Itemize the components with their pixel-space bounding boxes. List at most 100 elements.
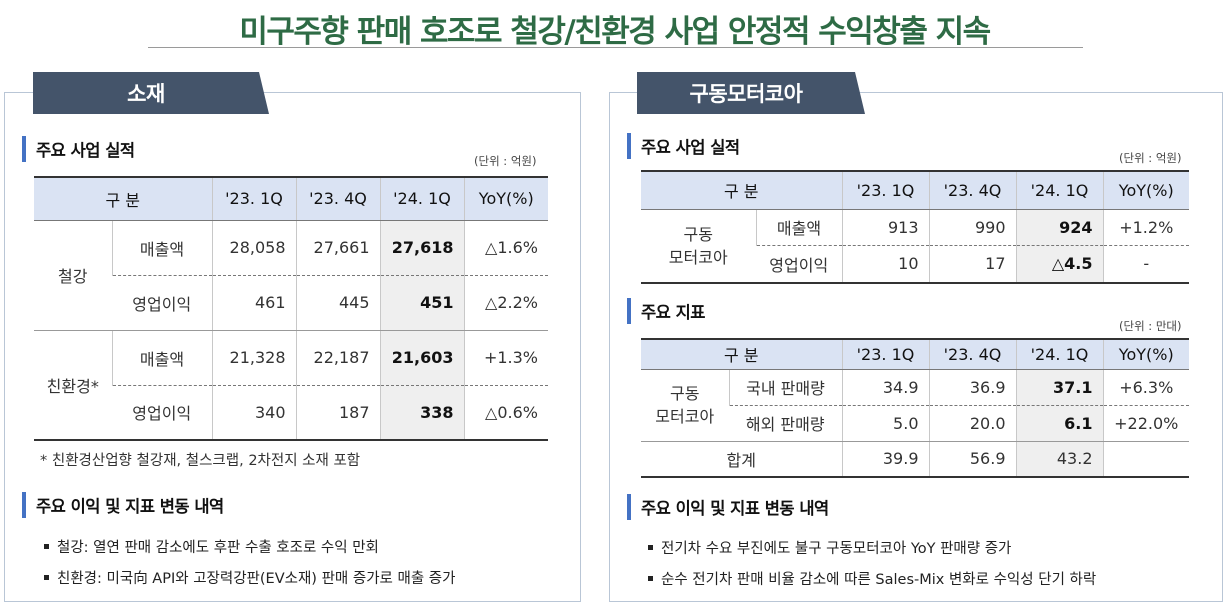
row-item: 영업이익 bbox=[756, 245, 842, 284]
bullet-text: 철강: 열연 판매 감소에도 후판 수출 호조로 수익 만회 bbox=[57, 540, 379, 556]
header-col: '23. 4Q bbox=[928, 338, 1016, 370]
table-row: 해외 판매량 5.0 20.0 6.1 +22.0% bbox=[641, 405, 1189, 442]
cell: 36.9 bbox=[928, 369, 1016, 406]
section-marker bbox=[22, 136, 26, 162]
row-item: 매출액 bbox=[755, 209, 842, 246]
motor-core-tab: 구동모터코아 bbox=[637, 72, 865, 114]
header-col: '24. 1Q bbox=[1015, 338, 1103, 370]
section-marker bbox=[627, 133, 631, 159]
table-row: 구동 모터코아 국내 판매량 34.9 36.9 37.1 +6.3% bbox=[641, 369, 1189, 442]
cell-yoy: △2.2% bbox=[463, 275, 548, 331]
cell-yoy: +22.0% bbox=[1102, 405, 1189, 442]
section-title: 주요 이익 및 지표 변동 내역 bbox=[641, 499, 829, 518]
cell-yoy: +1.2% bbox=[1102, 209, 1189, 246]
table-row: 영업이익 340 187 338 △0.6% bbox=[34, 385, 548, 441]
header-col: '24. 1Q bbox=[1015, 170, 1103, 210]
cell: 445 bbox=[295, 275, 380, 331]
bullet-icon bbox=[44, 575, 49, 580]
motor-core-indicator-table: 구 분 '23. 1Q '23. 4Q '24. 1Q YoY(%) 구동 모터… bbox=[641, 338, 1189, 478]
header-col: '23. 1Q bbox=[841, 170, 929, 210]
cell-highlight: 924 bbox=[1015, 209, 1103, 246]
section-title: 주요 사업 실적 bbox=[36, 141, 135, 160]
row-item: 영업이익 bbox=[112, 385, 212, 441]
cell: 461 bbox=[211, 275, 296, 331]
row-item: 국내 판매량 bbox=[728, 369, 842, 406]
bullet-text: 순수 전기차 판매 비율 감소에 따른 Sales-Mix 변화로 수익성 단기… bbox=[661, 572, 1097, 588]
table-row: 영업이익 10 17 △4.5 - bbox=[641, 245, 1189, 284]
cell-highlight: 43.2 bbox=[1015, 441, 1103, 478]
header-col: '23. 4Q bbox=[295, 176, 380, 221]
cell: 20.0 bbox=[928, 405, 1016, 442]
left-section-performance: 주요 사업 실적 bbox=[22, 136, 135, 162]
cell-yoy bbox=[1102, 441, 1189, 478]
cell-yoy: +6.3% bbox=[1102, 369, 1189, 406]
cell-yoy: - bbox=[1102, 245, 1189, 284]
row-item: 매출액 bbox=[111, 330, 212, 386]
header-col: YoY(%) bbox=[1102, 338, 1189, 370]
table-row: 구동 모터코아 매출액 913 990 924 +1.2% bbox=[641, 209, 1189, 284]
total-label: 합계 bbox=[641, 441, 842, 478]
table-total-row: 합계 39.9 56.9 43.2 bbox=[641, 441, 1189, 478]
cell: 56.9 bbox=[928, 441, 1016, 478]
materials-performance-table: 구 분 '23. 1Q '23. 4Q '24. 1Q YoY(%) 철강 매출… bbox=[34, 176, 548, 441]
right-section-performance: 주요 사업 실적 bbox=[627, 133, 740, 159]
bullet-text: 전기차 수요 부진에도 불구 구동모터코아 YoY 판매량 증가 bbox=[661, 541, 1012, 557]
cell: 22,187 bbox=[295, 330, 380, 386]
cell: 34.9 bbox=[841, 369, 929, 406]
header-category: 구 분 bbox=[34, 176, 212, 221]
cell-highlight: 21,603 bbox=[379, 330, 464, 386]
section-title: 주요 사업 실적 bbox=[641, 138, 740, 157]
cell-highlight: 451 bbox=[379, 275, 464, 331]
unit-label: (단위 : 억원) bbox=[474, 154, 537, 168]
cell-yoy: △0.6% bbox=[463, 385, 548, 441]
cell-highlight: 37.1 bbox=[1015, 369, 1103, 406]
table-row: 친환경* 매출액 21,328 22,187 21,603 +1.3% bbox=[34, 330, 548, 441]
cell-highlight: 27,618 bbox=[379, 220, 464, 276]
cell: 990 bbox=[928, 209, 1016, 246]
cell: 5.0 bbox=[841, 405, 929, 442]
left-section-changes: 주요 이익 및 지표 변동 내역 bbox=[22, 492, 224, 518]
group-label-line: 모터코아 bbox=[668, 247, 728, 267]
header-col: YoY(%) bbox=[1102, 170, 1189, 210]
table-header-row: 구 분 '23. 1Q '23. 4Q '24. 1Q YoY(%) bbox=[641, 170, 1189, 210]
materials-tab: 소재 bbox=[33, 72, 269, 114]
cell: 39.9 bbox=[841, 441, 929, 478]
cell: 10 bbox=[841, 245, 929, 284]
cell: 27,661 bbox=[295, 220, 380, 276]
section-title: 주요 이익 및 지표 변동 내역 bbox=[36, 497, 224, 516]
group-label-line: 구동 bbox=[683, 224, 713, 244]
cell-highlight: △4.5 bbox=[1015, 245, 1103, 284]
cell: 187 bbox=[295, 385, 380, 441]
group-label: 구동 모터코아 bbox=[641, 209, 756, 284]
row-item: 영업이익 bbox=[112, 275, 212, 331]
table-header-row: 구 분 '23. 1Q '23. 4Q '24. 1Q YoY(%) bbox=[641, 338, 1189, 370]
section-title: 주요 지표 bbox=[641, 303, 705, 322]
group-label-line: 모터코아 bbox=[655, 407, 715, 426]
header-category: 구 분 bbox=[641, 170, 842, 210]
unit-label: (단위 : 억원) bbox=[1119, 151, 1182, 165]
header-col: '23. 1Q bbox=[211, 176, 296, 221]
header-col: '24. 1Q bbox=[379, 176, 464, 221]
group-label-line: 구동 bbox=[670, 383, 700, 403]
cell: 21,328 bbox=[211, 330, 296, 386]
cell-highlight: 338 bbox=[379, 385, 464, 441]
bullet-icon bbox=[44, 544, 49, 549]
header-col: YoY(%) bbox=[463, 176, 548, 221]
table-header-row: 구 분 '23. 1Q '23. 4Q '24. 1Q YoY(%) bbox=[34, 176, 548, 221]
motor-core-performance-table: 구 분 '23. 1Q '23. 4Q '24. 1Q YoY(%) 구동 모터… bbox=[641, 170, 1189, 284]
row-item: 매출액 bbox=[111, 220, 212, 276]
cell: 913 bbox=[841, 209, 929, 246]
page-title: 미구주향 판매 호조로 철강/친환경 사업 안정적 수익창출 지속 bbox=[239, 14, 991, 50]
bullet-text: 친환경: 미국向 API와 고장력강판(EV소재) 판매 증가로 매출 증가 bbox=[57, 571, 456, 587]
section-marker bbox=[22, 492, 26, 518]
table-row: 철강 매출액 28,058 27,661 27,618 △1.6% bbox=[34, 220, 548, 331]
group-label: 구동 모터코아 bbox=[641, 369, 729, 442]
group-label: 친환경* bbox=[34, 330, 112, 441]
footnote: * 친환경산업향 철강재, 철스크랩, 2차전지 소재 포함 bbox=[40, 453, 361, 469]
title-divider bbox=[148, 47, 1083, 48]
right-section-indicators: 주요 지표 bbox=[627, 298, 705, 324]
bullet-item: 순수 전기차 판매 비율 감소에 따른 Sales-Mix 변화로 수익성 단기… bbox=[648, 568, 1096, 589]
header-col: '23. 1Q bbox=[841, 338, 929, 370]
cell: 340 bbox=[211, 385, 296, 441]
bullet-item: 철강: 열연 판매 감소에도 후판 수출 호조로 수익 만회 bbox=[44, 536, 379, 557]
